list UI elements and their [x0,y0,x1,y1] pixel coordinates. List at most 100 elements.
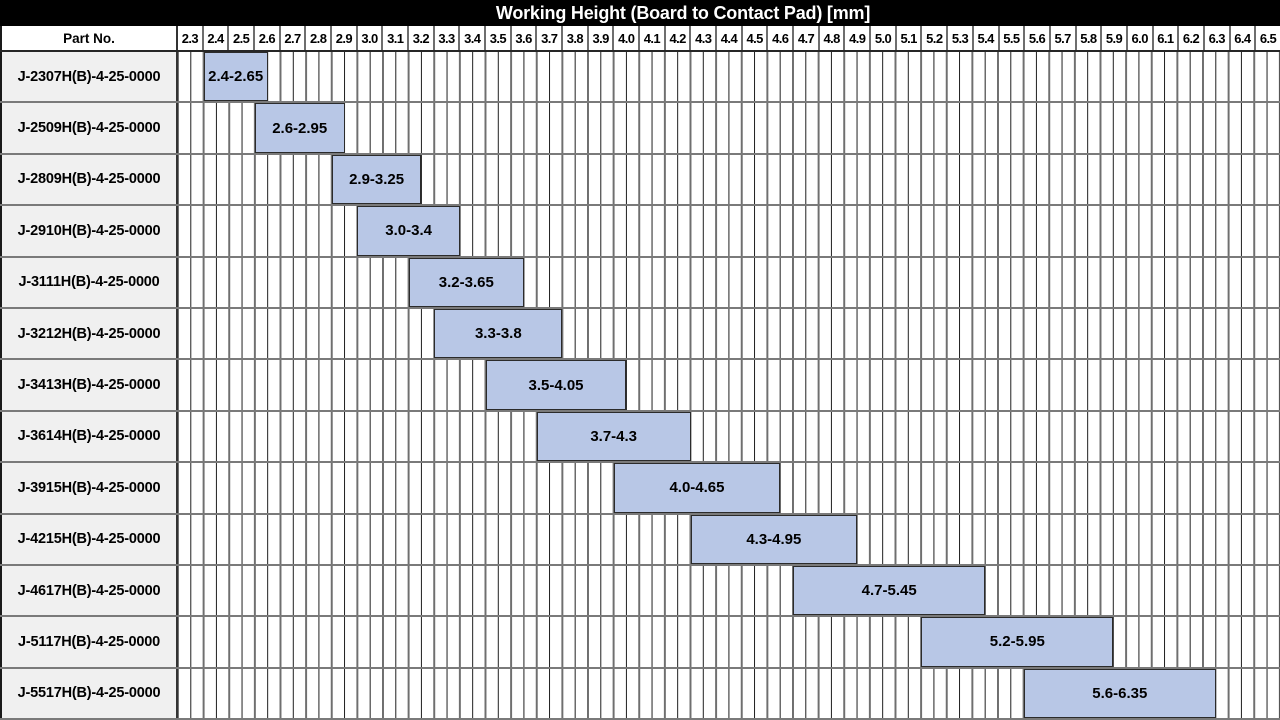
working-height-range-bar: 4.0-4.65 [613,463,781,513]
axis-tick-label: 3.8 [561,26,587,50]
axis-tick-label: 2.9 [330,26,356,50]
axis-tick-label: 3.9 [586,26,613,50]
axis-tick-label: 5.4 [971,26,998,50]
axis-tick-label: 2.3 [181,30,199,46]
working-height-range-bar: 2.4-2.65 [203,52,268,102]
axis-tick-label: 4.8 [817,26,844,50]
axis-tick-label: 4.7 [792,26,818,50]
axis-tick-label: 3.3 [432,26,459,50]
working-height-range-bar: 5.2-5.95 [921,617,1114,667]
axis-tick-label: 4.3 [689,26,715,50]
axis-tick-label: 2.6 [253,26,279,50]
axis-tick-label: 4.6 [766,26,792,50]
axis-tick-label: 5.9 [1100,26,1126,50]
axis-tick-label: 3.6 [509,26,536,50]
chart-grid-cell: 4.0-4.65 [178,463,1280,513]
axis-tick-label: 3.4 [458,26,484,50]
axis-tick-label: 6.2 [1177,26,1203,50]
axis-tick-label: 3.2 [407,26,433,50]
axis-tick-label: 5.5 [997,26,1024,50]
part-number-cell: J-5117H(B)-4-25-0000 [0,617,178,667]
axis-tick-label: 5.0 [869,26,895,50]
part-number-cell: J-3413H(B)-4-25-0000 [0,360,178,410]
axis-tick-label: 5.2 [920,26,946,50]
axis-tick-label: 5.3 [946,26,972,50]
part-row: J-4617H(B)-4-25-0000 4.7-5.45 [0,565,1280,618]
part-number-cell: J-2307H(B)-4-25-0000 [0,52,178,102]
axis-tick-label: 3.0 [355,26,382,50]
axis-tick-label: 4.4 [715,26,741,50]
axis-tick-label: 6.3 [1202,26,1229,50]
chart-grid-cell: 5.6-6.35 [178,668,1280,719]
axis-tick-label: 6.4 [1228,26,1255,50]
chart-grid-cell: 4.7-5.45 [178,565,1280,616]
part-row: J-2910H(B)-4-25-0000 3.0-3.4 [0,206,1280,258]
part-row: J-3111H(B)-4-25-0000 3.2-3.65 [0,257,1280,309]
axis-tick-label: 4.5 [740,26,767,50]
part-row: J-2509H(B)-4-25-0000 2.6-2.95 [0,103,1280,155]
axis-tick-label: 3.1 [381,26,407,50]
chart-grid-cell: 2.9-3.25 [178,154,1280,205]
working-height-range-bar: 2.9-3.25 [331,154,422,205]
axis-tick-label: 3.7 [535,26,561,50]
axis-tick-label: 2.8 [304,26,330,50]
working-height-range-bar: 3.3-3.8 [434,308,563,359]
axis-tick-label: 5.7 [1048,26,1075,50]
axis-tick-label: 4.1 [638,26,664,50]
chart-grid-cell: 4.3-4.95 [178,514,1280,564]
part-number-cell: J-3212H(B)-4-25-0000 [0,308,178,359]
axis-tick-label: 4.2 [663,26,690,50]
part-number-cell: J-2509H(B)-4-25-0000 [0,103,178,153]
axis-tick-label: 6.0 [1125,26,1152,50]
working-height-range-bar: 4.7-5.45 [793,565,986,616]
chart-grid-cell: 2.4-2.65 [178,52,1280,102]
part-row: J-5517H(B)-4-25-0000 5.6-6.35 [0,668,1280,720]
axis-header-row: Part No. 2.3 2.4 2.5 2.6 2.7 2.8 2.9 3.0 3.1 3.2 3… [0,26,1280,52]
part-number-cell: J-2809H(B)-4-25-0000 [0,154,178,205]
part-number-cell: J-3111H(B)-4-25-0000 [0,257,178,307]
chart-grid-cell: 3.5-4.05 [178,360,1280,410]
axis-tick-label: 5.8 [1074,26,1101,50]
part-number-cell: J-2910H(B)-4-25-0000 [0,206,178,256]
working-height-range-bar: 2.6-2.95 [254,103,345,153]
chart-title: Working Height (Board to Contact Pad) [m… [0,0,1280,26]
chart-body: J-2307H(B)-4-25-0000 2.4-2.65 J-2509H(B)-4… [0,52,1280,720]
working-height-range-bar: 3.0-3.4 [357,206,460,256]
part-row: J-3413H(B)-4-25-0000 3.5-4.05 [0,360,1280,412]
part-row: J-3614H(B)-4-25-0000 3.7-4.3 [0,411,1280,464]
axis-tick-label: 4.9 [843,26,869,50]
axis-tick-label: 5.6 [1023,26,1049,50]
chart-grid-cell: 3.3-3.8 [178,308,1280,359]
part-row: J-4215H(B)-4-25-0000 4.3-4.95 [0,514,1280,566]
working-height-range-bar: 4.3-4.95 [690,514,858,564]
part-row: J-2809H(B)-4-25-0000 2.9-3.25 [0,154,1280,207]
part-number-cell: J-3915H(B)-4-25-0000 [0,463,178,513]
axis-tick-label: 4.0 [612,26,638,50]
axis-tick-label: 5.1 [894,26,921,50]
part-row: J-3915H(B)-4-25-0000 4.0-4.65 [0,463,1280,515]
part-number-cell: J-5517H(B)-4-25-0000 [0,668,178,719]
chart-grid-cell: 3.2-3.65 [178,257,1280,307]
working-height-range-bar: 3.7-4.3 [536,411,691,462]
chart-grid-cell: 2.6-2.95 [178,103,1280,153]
axis-tick-label: 2.7 [278,26,305,50]
part-number-cell: J-4215H(B)-4-25-0000 [0,514,178,564]
part-row: J-5117H(B)-4-25-0000 5.2-5.95 [0,617,1280,669]
chart-grid-cell: 3.0-3.4 [178,206,1280,256]
part-number-cell: J-3614H(B)-4-25-0000 [0,411,178,462]
chart-grid-cell: 5.2-5.95 [178,617,1280,667]
axis-tick-label: 2.5 [227,26,253,50]
part-no-column-header: Part No. [0,26,178,50]
chart-grid-cell: 3.7-4.3 [178,411,1280,462]
working-height-range-bar: 3.2-3.65 [408,257,524,307]
part-row: J-3212H(B)-4-25-0000 3.3-3.8 [0,308,1280,361]
working-height-range-bar: 3.5-4.05 [485,360,627,410]
working-height-range-bar: 5.6-6.35 [1023,668,1216,719]
axis-tick-label: 2.4 [201,26,228,50]
axis-tick-row: 2.3 2.4 2.5 2.6 2.7 2.8 2.9 3.0 3.1 3.2 3.3 3.4 3.5 3… [178,26,1280,50]
part-row: J-2307H(B)-4-25-0000 2.4-2.65 [0,52,1280,104]
axis-tick-label: 6.1 [1151,26,1178,50]
axis-tick-label: 3.5 [484,26,510,50]
axis-tick-label: 6.5 [1254,26,1280,50]
